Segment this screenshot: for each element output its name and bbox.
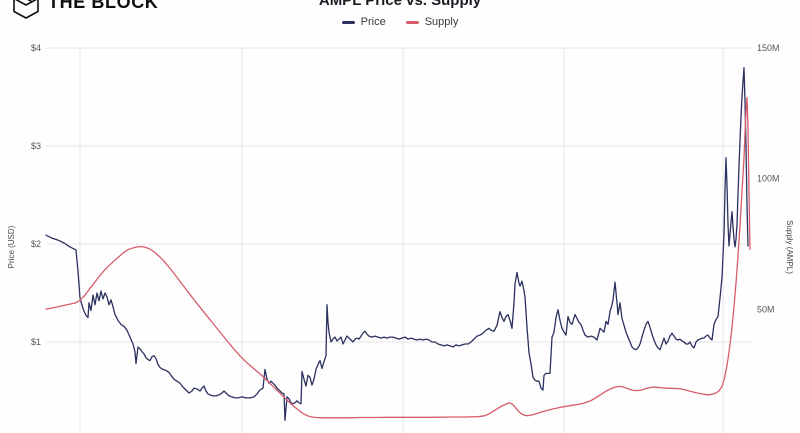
brand-name: THE BLOCK bbox=[48, 0, 159, 12]
price-legend-dash-icon bbox=[341, 20, 355, 24]
right-axis-title: Supply (AMPL) bbox=[785, 220, 794, 274]
chart-legend: Price Supply bbox=[0, 14, 800, 30]
supply-line bbox=[45, 97, 751, 419]
left-axis-tick-label: $4 bbox=[31, 43, 41, 53]
header: THE BLOCK AMPL Price vs. Supply bbox=[0, 0, 800, 34]
legend-item-supply[interactable]: Supply bbox=[405, 16, 459, 28]
legend-item-price[interactable]: Price bbox=[341, 16, 386, 28]
right-axis-tick-label: 50M bbox=[757, 304, 775, 314]
price-line bbox=[45, 66, 749, 422]
right-axis-tick-label: 150M bbox=[757, 43, 780, 53]
legend-label: Supply bbox=[424, 16, 459, 28]
left-axis-tick-label: $3 bbox=[31, 141, 41, 151]
chart-title: AMPL Price vs. Supply bbox=[318, 0, 482, 9]
left-axis-title: Price (USD) bbox=[7, 225, 16, 268]
right-axis-tick-label: 100M bbox=[757, 174, 780, 184]
left-axis-tick-label: $2 bbox=[31, 239, 41, 249]
left-axis-tick-label: $1 bbox=[31, 337, 41, 347]
legend-label: Price bbox=[360, 16, 386, 28]
block-cube-icon bbox=[10, 0, 42, 26]
supply-legend-dash-icon bbox=[405, 20, 419, 24]
